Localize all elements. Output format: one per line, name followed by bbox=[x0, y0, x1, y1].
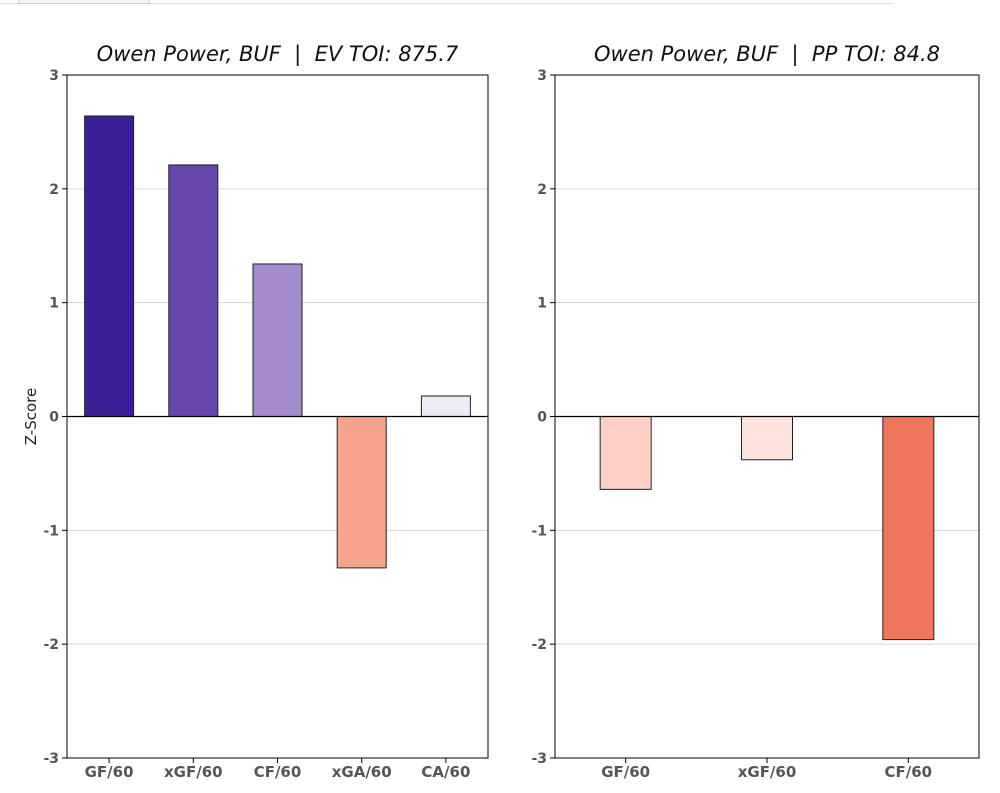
y-tick-label: 0 bbox=[49, 410, 59, 426]
x-ticks: GF/60 xGF/60 CF/60 bbox=[601, 758, 932, 781]
bar-ca-per-60 bbox=[420, 395, 471, 418]
x-tick-label: xGA/60 bbox=[332, 763, 392, 781]
y-tick-label: 1 bbox=[49, 296, 59, 312]
bars bbox=[84, 115, 471, 569]
bars bbox=[599, 416, 935, 641]
x-tick-label: CF/60 bbox=[885, 763, 933, 781]
x-tick-label: GF/60 bbox=[85, 763, 134, 781]
y-tick-label: 1 bbox=[537, 296, 547, 312]
chart-title: Owen Power, BUF | EV TOI: 875.7 bbox=[97, 42, 459, 67]
y-tick-label: -3 bbox=[43, 751, 59, 767]
y-tick-label: -2 bbox=[531, 637, 547, 653]
toolbar-tab[interactable] bbox=[18, 0, 150, 4]
y-tick-label: 3 bbox=[537, 68, 547, 84]
y-tick-label: 3 bbox=[49, 68, 59, 84]
x-ticks: GF/60 xGF/60 CF/60 xGA/60 CA/60 bbox=[85, 758, 470, 781]
bar-xgf-per-60 bbox=[168, 164, 219, 417]
x-tick-label: GF/60 bbox=[601, 763, 650, 781]
y-tick-label: 2 bbox=[49, 182, 59, 198]
y-tick-label: -2 bbox=[43, 637, 59, 653]
bar-cf-per-60 bbox=[252, 263, 303, 418]
chart-title: Owen Power, BUF | PP TOI: 84.8 bbox=[594, 42, 940, 67]
y-tick-label: -1 bbox=[531, 523, 547, 539]
top-toolbar-strip bbox=[0, 0, 893, 4]
y-tick-label: 2 bbox=[537, 182, 547, 198]
x-tick-label: xGF/60 bbox=[738, 763, 797, 781]
y-ticks: -3 -2 -1 0 1 2 3 bbox=[43, 68, 67, 767]
x-tick-label: xGF/60 bbox=[164, 763, 223, 781]
bar-gf-per-60 bbox=[84, 115, 135, 417]
y-axis-label: Z-Score bbox=[22, 388, 40, 445]
bar-cf-per-60 bbox=[882, 416, 935, 641]
x-tick-label: CF/60 bbox=[254, 763, 302, 781]
x-tick-label: CA/60 bbox=[421, 763, 470, 781]
y-tick-label: -1 bbox=[43, 523, 59, 539]
bar-gf-per-60 bbox=[599, 416, 652, 490]
y-tick-label: -3 bbox=[531, 751, 547, 767]
panel-even-strength: -3 -2 -1 0 1 2 3 GF/60 xGF/60 CF/60 xGA/60 CA/60 O… bbox=[22, 42, 489, 781]
y-tick-label: 0 bbox=[537, 410, 547, 426]
bar-xga-per-60 bbox=[336, 416, 387, 569]
panel-power-play: -3 -2 -1 0 1 2 3 GF/60 xGF/60 CF/60 Owen Power, … bbox=[531, 42, 980, 781]
y-ticks: -3 -2 -1 0 1 2 3 bbox=[531, 68, 555, 767]
bar-xgf-per-60 bbox=[741, 416, 793, 461]
